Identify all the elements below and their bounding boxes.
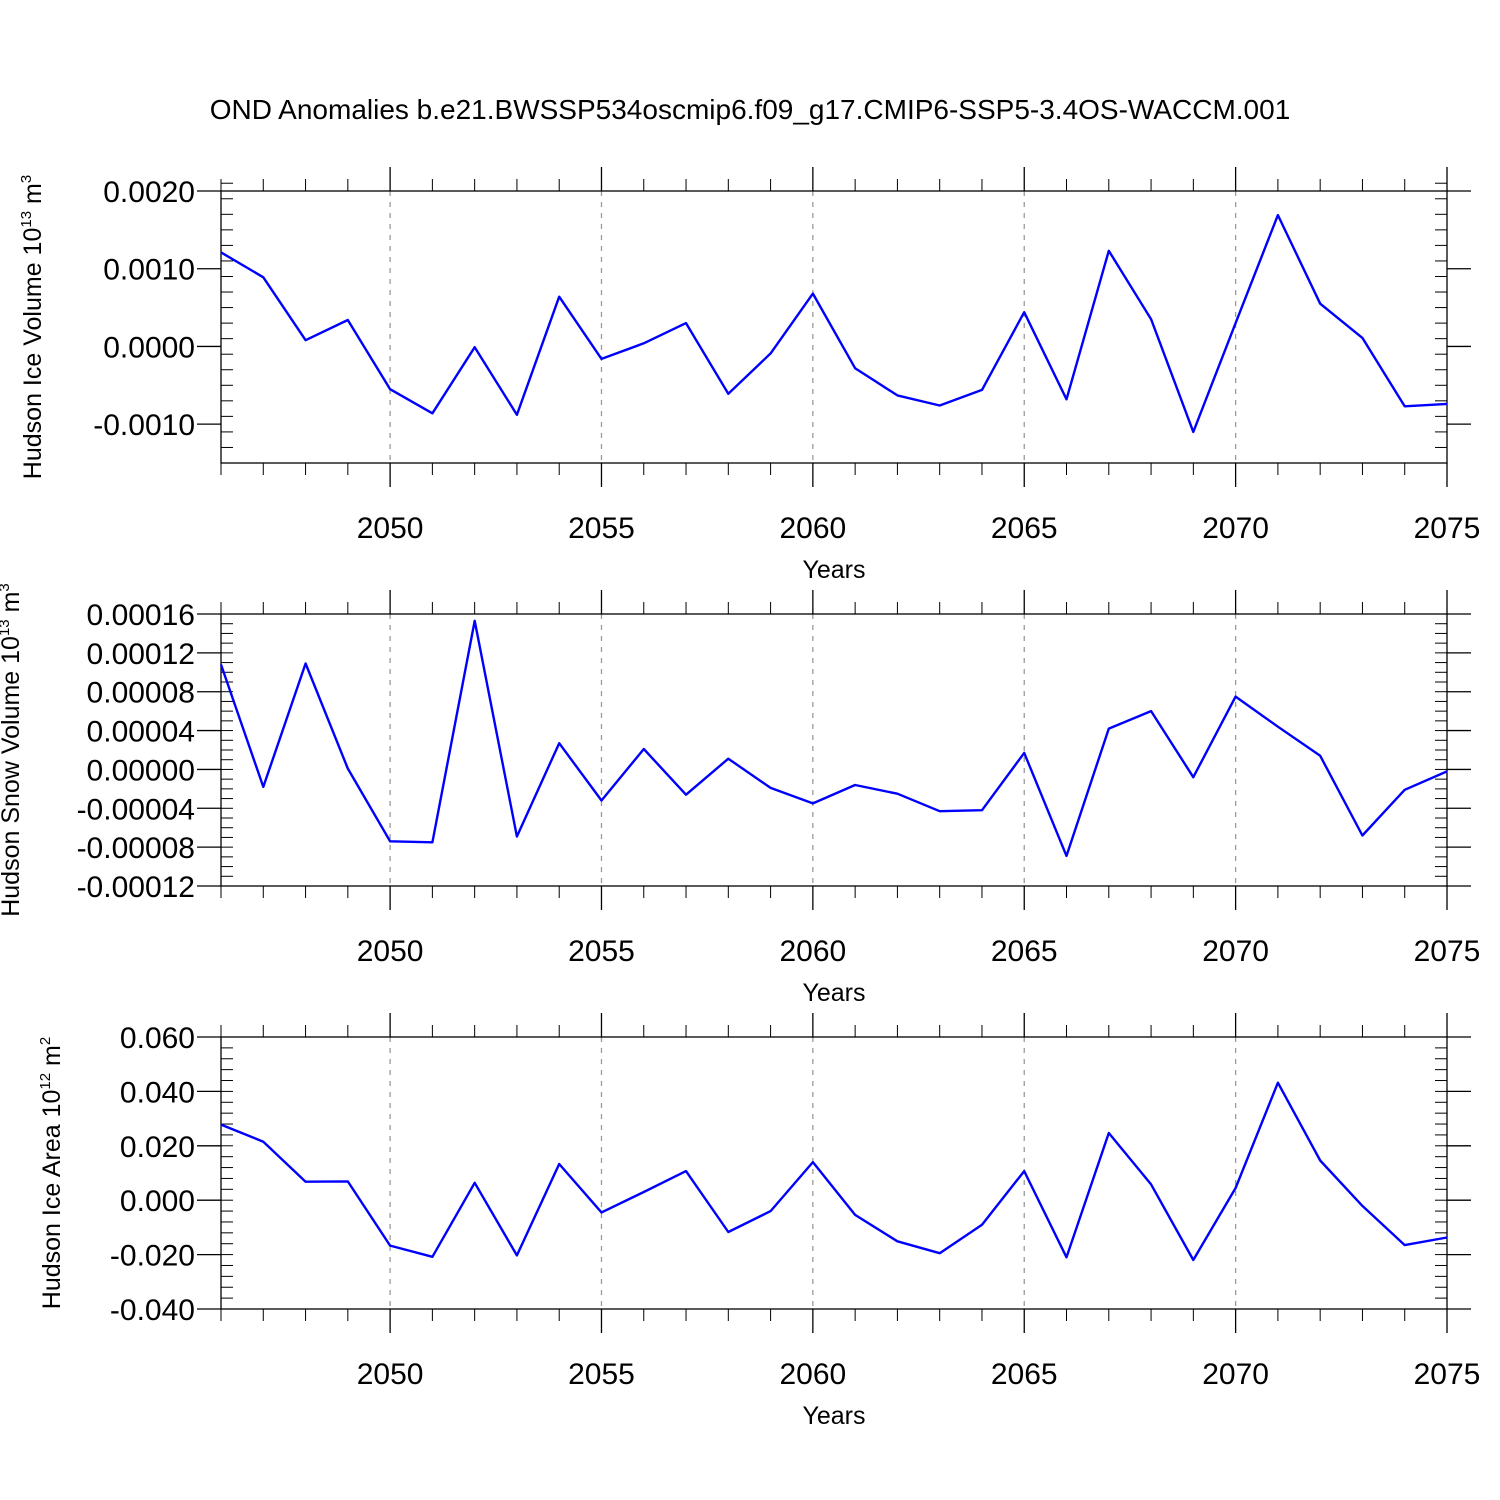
plot-frame xyxy=(220,613,1448,887)
y-axis-title: Hudson Ice Volume 1013 m3 xyxy=(18,175,47,479)
data-series xyxy=(220,213,1448,434)
data-series xyxy=(219,619,1448,858)
tick-marks xyxy=(197,167,1471,487)
y-axis-title: Hudson Ice Area 1012 m2 xyxy=(37,1037,66,1309)
y-tick-label: -0.020 xyxy=(110,1240,195,1273)
y-tick-label: 0.040 xyxy=(120,1076,195,1109)
y-tick-label: -0.0010 xyxy=(93,409,195,442)
x-tick-label: 2055 xyxy=(568,935,635,968)
y-tick-label: 0.00004 xyxy=(87,716,195,749)
series-line xyxy=(220,213,1448,434)
x-tick-label: 2065 xyxy=(991,935,1058,968)
panel-ice-area: -0.040 -0.020 0.000 0.020 0.040 0.060 2050 2055… xyxy=(37,1013,1480,1430)
x-axis-title: Years xyxy=(802,979,865,1007)
grid-lines xyxy=(389,191,1237,463)
panel-snow-volume: -0.00012 -0.00008 -0.00004 0.00000 0.00004 0.… xyxy=(0,583,1480,1007)
x-tick-label: 2075 xyxy=(1414,935,1481,968)
y-tick-label: 0.0010 xyxy=(103,254,195,287)
y-tick-label: -0.040 xyxy=(110,1294,195,1327)
x-tick-label: 2070 xyxy=(1202,512,1269,545)
x-tick-label: 2065 xyxy=(991,512,1058,545)
tick-marks xyxy=(197,590,1471,910)
x-tick-label: 2050 xyxy=(357,512,424,545)
x-tick-label: 2070 xyxy=(1202,1358,1269,1391)
grid-lines xyxy=(389,1037,1237,1309)
x-tick-label: 2075 xyxy=(1414,512,1481,545)
panel-ice-volume: -0.0010 0.0000 0.0010 0.0020 2050 2055 2060 206… xyxy=(18,167,1480,584)
y-tick-label: 0.060 xyxy=(120,1022,195,1055)
x-axis-title: Years xyxy=(802,556,865,584)
x-tick-label: 2075 xyxy=(1414,1358,1481,1391)
x-tick-label: 2050 xyxy=(357,1358,424,1391)
series-line xyxy=(219,619,1448,858)
x-tick-label: 2070 xyxy=(1202,935,1269,968)
grid-lines xyxy=(389,614,1237,886)
y-tick-label: -0.00004 xyxy=(77,793,195,826)
figure-title: OND Anomalies b.e21.BWSSP534oscmip6.f09_… xyxy=(210,94,1291,125)
y-tick-label: 0.0000 xyxy=(103,331,195,364)
x-tick-label: 2060 xyxy=(779,512,846,545)
y-tick-label: 0.020 xyxy=(120,1131,195,1164)
series-line xyxy=(220,1081,1448,1262)
x-tick-label: 2060 xyxy=(779,935,846,968)
y-tick-label: 0.00008 xyxy=(87,677,195,710)
tick-labels: -0.00012 -0.00008 -0.00004 0.00000 0.00004 0.… xyxy=(77,599,1481,968)
x-tick-label: 2055 xyxy=(568,1358,635,1391)
plot-frame xyxy=(220,1036,1448,1310)
tick-marks xyxy=(197,1013,1471,1333)
x-tick-label: 2065 xyxy=(991,1358,1058,1391)
x-tick-label: 2055 xyxy=(568,512,635,545)
x-tick-label: 2050 xyxy=(357,935,424,968)
y-tick-label: -0.00008 xyxy=(77,832,195,865)
y-tick-label: 0.00012 xyxy=(87,638,195,671)
y-tick-label: 0.0020 xyxy=(103,176,195,209)
plot-frame xyxy=(220,190,1448,464)
data-series xyxy=(220,1081,1448,1262)
y-tick-label: 0.00016 xyxy=(87,599,195,632)
y-tick-label: -0.00012 xyxy=(77,871,195,904)
tick-labels: -0.0010 0.0000 0.0010 0.0020 2050 2055 2060 206… xyxy=(93,176,1480,545)
x-tick-label: 2060 xyxy=(779,1358,846,1391)
x-axis-title: Years xyxy=(802,1402,865,1430)
tick-labels: -0.040 -0.020 0.000 0.020 0.040 0.060 2050 2055… xyxy=(110,1022,1480,1391)
y-tick-label: 0.00000 xyxy=(87,754,195,787)
y-axis-title: Hudson Snow Volume 1013 m3 xyxy=(0,583,25,917)
y-tick-label: 0.000 xyxy=(120,1185,195,1218)
